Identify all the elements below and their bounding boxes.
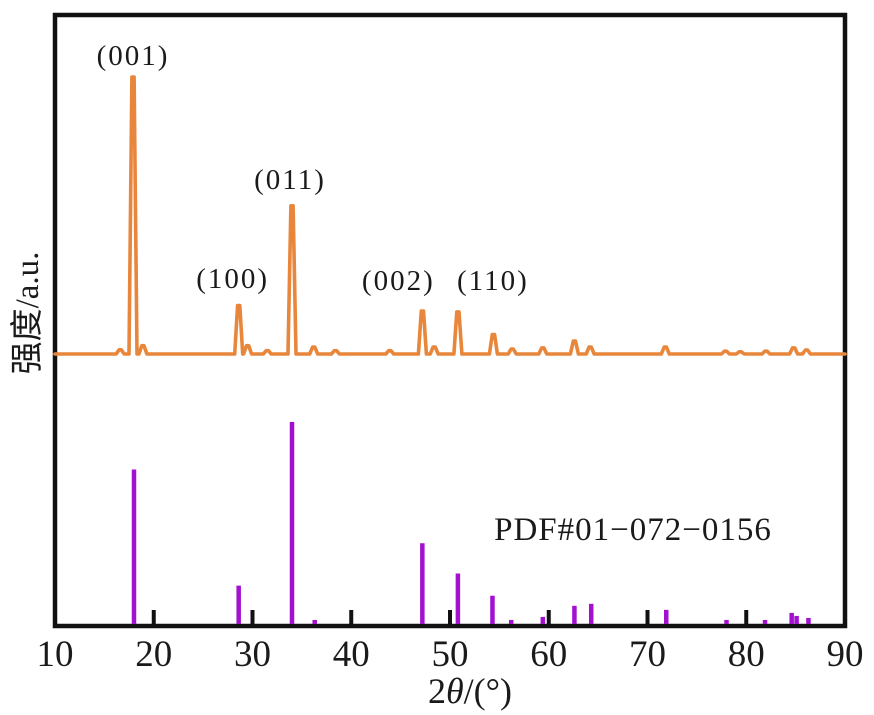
y-axis-title: 强度/a.u. <box>10 251 46 375</box>
x-axis-title-prefix: 2 <box>427 671 446 711</box>
x-axis-title-theta: θ <box>445 671 464 711</box>
peak-hkl-label: (100) <box>196 263 270 295</box>
x-tick-label: 50 <box>431 634 469 675</box>
x-tick-label: 80 <box>727 634 765 675</box>
x-tick-label: 40 <box>332 634 370 675</box>
peak-hkl-label: (011) <box>254 164 326 196</box>
x-tick-label: 60 <box>530 634 568 675</box>
sample-xrd-trace <box>53 75 847 356</box>
reference-stick-pattern <box>131 422 811 624</box>
x-axis-title-suffix: /(°) <box>463 671 513 711</box>
peak-hkl-label: (001) <box>96 40 170 72</box>
x-axis-title: 2θ/(°) <box>428 670 512 712</box>
x-tick-label: 90 <box>826 634 864 675</box>
reference-card-label: PDF#01−072−0156 <box>494 512 772 548</box>
x-axis-ticks <box>151 610 749 624</box>
peak-hkl-label: (002) <box>361 265 435 297</box>
plot-border <box>52 12 848 629</box>
x-tick-label: 30 <box>234 634 271 675</box>
x-tick-label: 70 <box>629 634 666 675</box>
x-tick-label: 20 <box>135 634 173 675</box>
x-tick-label: 10 <box>36 634 74 675</box>
peak-hkl-label: (110) <box>457 265 529 297</box>
